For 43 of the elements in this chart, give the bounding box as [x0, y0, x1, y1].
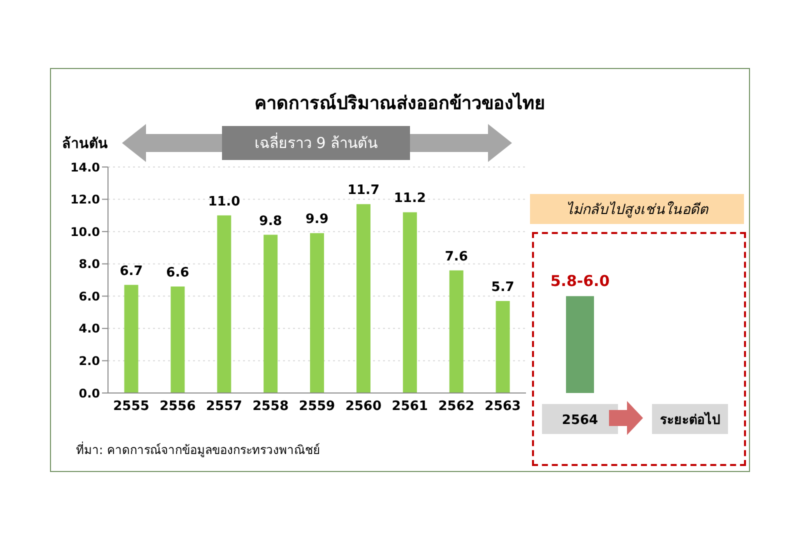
x-tick-label: 2564 [562, 413, 598, 428]
text: เฉลี่ยราว 9 ล้านตัน [222, 126, 410, 160]
y-tick-label: 12.0 [70, 192, 100, 207]
bar [264, 234, 278, 393]
bar [356, 204, 370, 393]
chart-title: คาดการณ์ปริมาณส่งออกข้าวของไทย [254, 91, 546, 116]
bar [496, 300, 510, 393]
bar [217, 215, 232, 393]
x-tick-label: 2562 [438, 399, 474, 414]
bar [402, 212, 417, 393]
y-tick-label: 10.0 [70, 224, 100, 239]
data-label: 6.6 [166, 265, 190, 280]
y-axis-title: ล้านตัน [62, 135, 108, 154]
x-tick-label: 2563 [484, 399, 521, 414]
title-banner: ไม่กลับไปสูงเช่นในอดีต [530, 194, 744, 224]
data-label: 6.7 [120, 264, 143, 279]
x-tick-label: 2560 [345, 399, 382, 414]
x-tick-label: 2557 [206, 399, 242, 414]
x-tick-label: 2556 [160, 399, 196, 414]
data-label: 5.8-6.0 [550, 272, 610, 290]
bar [449, 270, 464, 393]
bar [124, 284, 138, 393]
bar [170, 286, 185, 393]
x-tick-label: 2558 [252, 399, 289, 414]
data-label: 9.8 [259, 214, 282, 229]
y-tick-label: 2.0 [78, 354, 100, 368]
x-tick-label: 2561 [392, 399, 428, 414]
y-tick-label: 6.0 [78, 289, 100, 304]
y-tick-label: 14.0 [70, 160, 100, 174]
x-tick-label: 2555 [113, 399, 150, 414]
data-label: 7.6 [444, 249, 468, 264]
y-tick-label: 0.0 [78, 386, 100, 400]
bar [310, 233, 324, 393]
data-label: 9.9 [306, 212, 329, 228]
text: ที่มา: คาดการณ์จากข้อมูลของกระทรวงพาณิชย์ [76, 440, 320, 459]
y-tick-label: 4.0 [78, 322, 100, 336]
x-tick-label: 2559 [298, 399, 336, 414]
data-label: 11.2 [394, 191, 426, 206]
data-label: 11.7 [347, 183, 380, 198]
x-tick-label: ระยะต่อไป [660, 411, 720, 428]
y-tick-label: 8.0 [78, 257, 100, 272]
data-label: 11.0 [208, 194, 240, 210]
data-label: 5.7 [491, 280, 514, 295]
